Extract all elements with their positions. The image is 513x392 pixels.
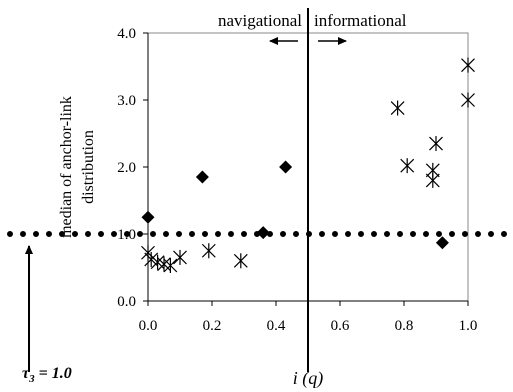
chart-labels: navigational informational median of ancho… — [22, 11, 407, 389]
x-tick-label: 1.0 — [459, 318, 478, 334]
x-tick-label: 0.2 — [203, 318, 222, 334]
x-tick-label: 0.8 — [395, 318, 414, 334]
asterisk-point — [233, 253, 248, 269]
x-axis-ticks: 0.0 0.2 0.4 0.6 0.8 1.0 — [139, 301, 478, 334]
y-tick-label: 3.0 — [117, 93, 136, 109]
x-tick-label: 0.6 — [331, 318, 350, 334]
y-tick-label: 4.0 — [117, 26, 136, 42]
y-axis-ticks: 0.01.02.03.04.0 — [117, 26, 148, 310]
diamond-point — [195, 170, 209, 184]
informational-label: informational — [314, 11, 407, 30]
asterisk-point — [429, 136, 443, 152]
asterisk-point — [400, 158, 415, 174]
x-tick-label: 0.0 — [139, 318, 158, 334]
asterisk-point — [163, 257, 178, 273]
diamond-point — [141, 210, 155, 224]
tau-label: τ3 = 1.0 — [22, 365, 72, 385]
navigational-label: navigational — [218, 11, 302, 30]
asterisk-point — [425, 172, 440, 188]
data-points — [141, 57, 475, 273]
x-axis-label: i (q) — [293, 368, 324, 389]
y-tick-label: 2.0 — [117, 160, 136, 176]
asterisk-point — [461, 92, 475, 108]
diamond-point — [435, 236, 449, 250]
y-axis-label: median of anchor-link distribution — [58, 96, 97, 238]
asterisk-point — [461, 57, 475, 73]
asterisk-point — [173, 249, 187, 265]
asterisk-point — [201, 243, 216, 259]
y-tick-label: 0.0 — [117, 294, 136, 310]
diamond-point — [256, 226, 270, 240]
asterisk-point — [390, 100, 405, 116]
diamond-point — [279, 160, 293, 174]
x-tick-label: 0.4 — [267, 318, 286, 334]
